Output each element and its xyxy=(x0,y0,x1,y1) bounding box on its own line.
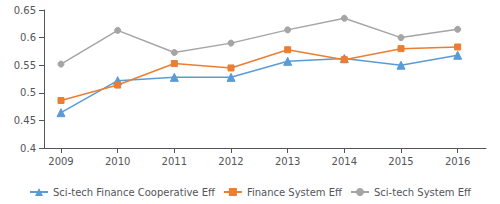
svg-text:2009: 2009 xyxy=(48,156,73,167)
svg-text:2014: 2014 xyxy=(332,156,357,167)
svg-text:Finance System Eff: Finance System Eff xyxy=(247,187,343,198)
svg-text:Sci-tech System Eff: Sci-tech System Eff xyxy=(374,187,472,198)
svg-text:2010: 2010 xyxy=(105,156,130,167)
svg-text:2013: 2013 xyxy=(275,156,300,167)
svg-text:2011: 2011 xyxy=(162,156,187,167)
svg-text:2015: 2015 xyxy=(388,156,413,167)
svg-text:Sci-tech Finance Cooperative E: Sci-tech Finance Cooperative Eff xyxy=(53,187,216,198)
svg-text:0.45: 0.45 xyxy=(14,115,36,126)
svg-text:0.55: 0.55 xyxy=(14,60,36,71)
svg-text:2012: 2012 xyxy=(218,156,243,167)
svg-text:0.5: 0.5 xyxy=(20,87,36,98)
svg-text:0.65: 0.65 xyxy=(14,5,36,16)
svg-text:0.4: 0.4 xyxy=(20,143,36,154)
svg-text:2016: 2016 xyxy=(445,156,470,167)
svg-text:0.6: 0.6 xyxy=(20,32,36,43)
